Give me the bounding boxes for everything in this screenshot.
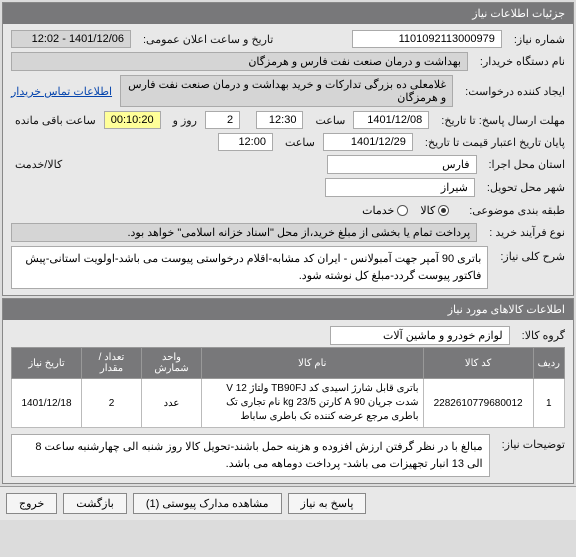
col-name: نام کالا <box>202 348 424 379</box>
process-field: پرداخت تمام یا بخشی از مبلغ خرید،از محل … <box>11 223 477 242</box>
requester-label: ایجاد کننده درخواست: <box>465 85 565 98</box>
cell-name: باتری قابل شارژ اسیدی کد TB90FJ ولتاژ V … <box>202 379 424 428</box>
exec-province-label: استان محل اجرا: <box>489 158 566 171</box>
items-panel: اطلاعات کالاهای مورد نیاز گروه کالا: لوا… <box>2 298 574 484</box>
cell-qty: 2 <box>82 379 142 428</box>
requester-field: غلامعلی ده بزرگی تدارکات و خرید بهداشت و… <box>120 75 453 107</box>
exec-province-field: فارس <box>327 155 477 174</box>
remain-label: ساعت باقی مانده <box>15 114 96 127</box>
radio-kala-label: کالا <box>420 204 435 217</box>
buyer-label: نام دستگاه خریدار: <box>480 55 565 68</box>
process-label: نوع فرآیند خرید : <box>489 226 565 239</box>
radio-kala[interactable]: کالا <box>420 204 449 217</box>
col-unit: واحد شمارش <box>142 348 202 379</box>
footer-bar: پاسخ به نیاز مشاهده مدارک پیوستی (1) باز… <box>0 486 576 520</box>
delivery-city-field: شیراز <box>325 178 475 197</box>
reply-button[interactable]: پاسخ به نیاز <box>288 493 367 514</box>
back-button[interactable]: بازگشت <box>63 493 127 514</box>
col-idx: ردیف <box>533 348 564 379</box>
exit-button[interactable]: خروج <box>6 493 57 514</box>
cell-unit: عدد <box>142 379 202 428</box>
category-label: طبقه بندی موضوعی: <box>469 204 565 217</box>
kala-khadamat-label: کالا/خدمت <box>15 158 62 171</box>
group-label: گروه کالا: <box>522 329 565 342</box>
contact-link[interactable]: اطلاعات تماس خریدار <box>11 85 112 98</box>
cell-date: 1401/12/18 <box>12 379 82 428</box>
validity-time-field: 12:00 <box>218 133 273 151</box>
notes-box: مبالغ با در نظر گرفتن ارزش افزوده و هزین… <box>11 434 490 477</box>
details-panel-body: شماره نیاز: 1101092113000979 تاریخ و ساع… <box>3 24 573 295</box>
validity-date-field: 1401/12/29 <box>323 133 413 151</box>
radio-khadamat-label: خدمات <box>362 204 394 217</box>
summary-label: شرح کلی نیاز: <box>500 250 565 263</box>
cell-idx: 1 <box>533 379 564 428</box>
table-row: 1 2282610779680012 باتری قابل شارژ اسیدی… <box>12 379 565 428</box>
col-code: کد کالا <box>423 348 533 379</box>
notes-label: توضیحات نیاز: <box>502 438 565 451</box>
announce-label: تاریخ و ساعت اعلان عمومی: <box>143 33 273 46</box>
rooz-label: روز و <box>173 114 197 127</box>
category-radio-group: کالا خدمات <box>362 204 449 217</box>
items-panel-body: گروه کالا: لوازم خودرو و ماشین آلات ردیف… <box>3 320 573 483</box>
cell-code: 2282610779680012 <box>423 379 533 428</box>
delivery-city-label: شهر محل تحویل: <box>487 181 565 194</box>
group-field: لوازم خودرو و ماشین آلات <box>330 326 510 345</box>
deadline-date-field: 1401/12/08 <box>353 111 429 129</box>
items-header-row: ردیف کد کالا نام کالا واحد شمارش تعداد /… <box>12 348 565 379</box>
col-date: تاریخ نیاز <box>12 348 82 379</box>
details-panel-title: جزئیات اطلاعات نیاز <box>3 3 573 24</box>
validity-label: پایان تاریخ اعتبار قیمت تا تاریخ: <box>425 136 565 149</box>
col-qty: تعداد / مقدار <box>82 348 142 379</box>
announce-field: 1401/12/06 - 12:02 <box>11 30 131 48</box>
attachments-button[interactable]: مشاهده مدارک پیوستی (1) <box>133 493 282 514</box>
radio-khadamat-icon <box>397 205 408 216</box>
buyer-field: بهداشت و درمان صنعت نفت فارس و هرمزگان <box>11 52 468 71</box>
saat-label-2: ساعت <box>285 136 315 149</box>
details-panel: جزئیات اطلاعات نیاز شماره نیاز: 11010921… <box>2 2 574 296</box>
need-no-label: شماره نیاز: <box>514 33 565 46</box>
radio-khadamat[interactable]: خدمات <box>362 204 408 217</box>
items-panel-title: اطلاعات کالاهای مورد نیاز <box>3 299 573 320</box>
countdown-field: 00:10:20 <box>104 111 161 129</box>
summary-box: باتری 90 آمپر جهت آمبولانس - ایران کد مش… <box>11 246 488 289</box>
saat-label-1: ساعت <box>315 114 345 127</box>
need-no-field: 1101092113000979 <box>352 30 502 48</box>
radio-kala-icon <box>438 205 449 216</box>
deadline-time-field: 12:30 <box>256 111 303 129</box>
deadline-label: مهلت ارسال پاسخ: تا تاریخ: <box>441 114 565 127</box>
days-left-field: 2 <box>205 111 240 129</box>
items-table: ردیف کد کالا نام کالا واحد شمارش تعداد /… <box>11 347 565 428</box>
